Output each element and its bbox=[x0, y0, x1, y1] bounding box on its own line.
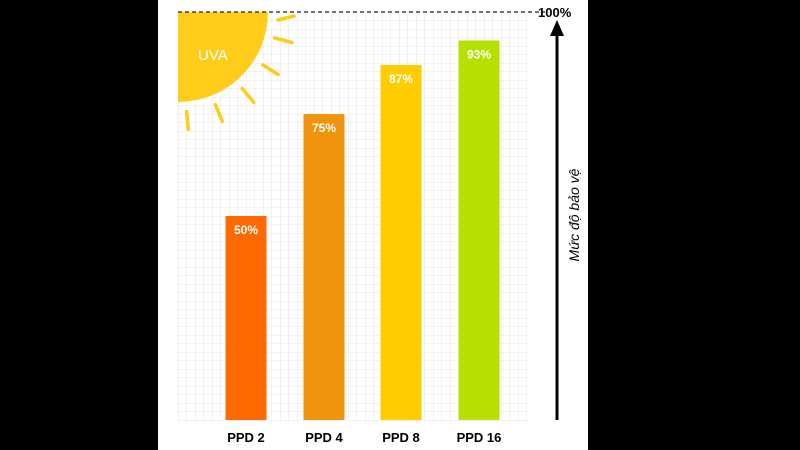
x-tick-label: PPD 2 bbox=[227, 430, 265, 445]
y-axis-arrow-head bbox=[550, 20, 564, 36]
x-labels-group: PPD 2 PPD 4 PPD 8 PPD 16 bbox=[227, 430, 501, 445]
sun-ray bbox=[276, 14, 296, 22]
bar-ppd-16 bbox=[458, 40, 500, 421]
bar-value-label: 87% bbox=[389, 72, 413, 86]
bar-value-label: 50% bbox=[234, 223, 258, 237]
bar-value-label: 75% bbox=[312, 121, 336, 135]
sun-ray bbox=[213, 102, 224, 124]
bar-value-label: 93% bbox=[467, 48, 491, 62]
bar-ppd-2 bbox=[225, 216, 267, 420]
bars-group: 50% 75% 87% 93% bbox=[225, 40, 500, 421]
sun-icon bbox=[178, 12, 268, 102]
sun-ray bbox=[272, 36, 294, 45]
bar-ppd-8 bbox=[380, 65, 422, 420]
sun-ray bbox=[240, 86, 256, 105]
y-axis-label-line2: = 100% - (100%/PPD) bbox=[590, 136, 607, 294]
x-tick-label: PPD 4 bbox=[305, 430, 343, 445]
sun-disc bbox=[178, 12, 268, 102]
x-tick-label: PPD 8 bbox=[382, 430, 420, 445]
sun-rays bbox=[184, 14, 296, 132]
x-tick-label: PPD 16 bbox=[457, 430, 502, 445]
sun-ray bbox=[184, 109, 191, 132]
sun-label: UVA bbox=[198, 47, 228, 64]
hundred-percent-label: 100% bbox=[538, 5, 572, 20]
bar-ppd-4 bbox=[303, 114, 345, 420]
sun-ray bbox=[261, 63, 280, 77]
y-axis-label-line1: Mức độ bảo vệ bbox=[566, 168, 582, 261]
